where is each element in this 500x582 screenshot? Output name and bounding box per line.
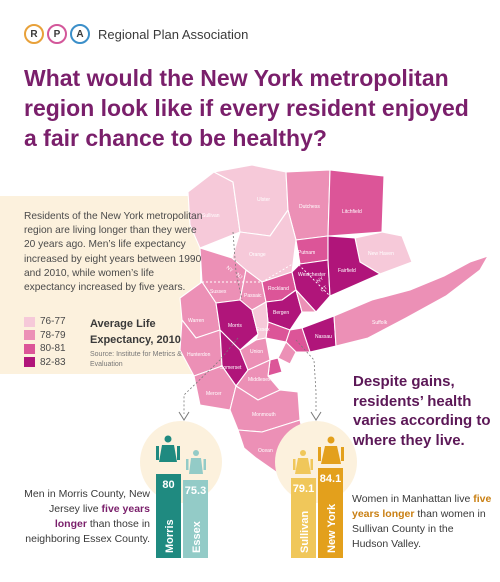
label-ocean: Ocean <box>258 448 273 454</box>
bar-value-newyork: 84.1 <box>320 473 341 485</box>
label-bergen: Bergen <box>273 310 289 316</box>
legend-swatch <box>24 357 35 368</box>
label-essex: Essex <box>256 327 270 333</box>
label-middlesex: Middlesex <box>248 377 271 383</box>
label-ulster: Ulster <box>257 197 270 203</box>
caption-right-highlight: five years longer <box>352 493 492 520</box>
legend-label: 80-81 <box>40 343 66 355</box>
state-borders <box>202 236 341 301</box>
county-shapes <box>179 164 489 477</box>
logo-letter-p: P <box>47 24 67 44</box>
intro-text: Residents of the New York metropolitan r… <box>24 211 203 294</box>
legend-source: Source: Institute for Metrics & Evaluati… <box>90 351 182 368</box>
page-title: What would the New York metropolitan reg… <box>24 65 469 151</box>
callout-text: Despite gains, residents’ health varies … <box>353 373 491 449</box>
caption-left-before: Men in Morris County, New Jersey live <box>24 488 150 515</box>
sullivan-newyork-caption: Women in Manhattan live five years longe… <box>352 492 492 552</box>
label-putnam: Putnam <box>298 250 315 256</box>
county-suffolk <box>333 255 489 347</box>
label-suffolk: Suffolk <box>372 320 388 326</box>
legend-item-82-83: 82-83 <box>24 356 66 370</box>
caption-right-before: Women in Manhattan live <box>352 493 471 505</box>
label-warren: Warren <box>188 318 204 324</box>
legend-label: 78-79 <box>40 329 66 341</box>
leader-lines <box>183 231 317 414</box>
state-label-nj: NJ <box>235 272 244 281</box>
bar-value-essex: 75.3 <box>185 485 206 497</box>
label-union: Union <box>250 349 263 355</box>
state-label-ny-2: NY <box>316 275 326 284</box>
legend-item-78-79: 78-79 <box>24 329 66 343</box>
sullivan-newyork-figure: 79.1 84.1 Sullivan New York <box>275 421 357 558</box>
rpa-logo[interactable]: R P A <box>24 24 90 44</box>
woman-icon-newyork <box>318 436 344 464</box>
legend-label: 76-77 <box>40 316 66 328</box>
state-labels: NY NJ NY CT <box>225 265 329 294</box>
bar-sullivan <box>291 478 316 558</box>
woman-icon-sullivan <box>293 450 313 474</box>
bar-name-morris: Morris <box>164 519 176 553</box>
org-name[interactable]: Regional Plan Association <box>98 27 249 42</box>
label-litchfield: Litchfield <box>342 209 362 215</box>
morris-essex-figure: 80 75.3 Morris Essex <box>140 421 222 558</box>
arrow-left <box>178 411 190 421</box>
man-icon-morris <box>156 435 180 462</box>
label-hunterdon: Hunterdon <box>187 352 211 358</box>
logo-letter-a: A <box>70 24 90 44</box>
legend: 76-77 78-79 80-81 82-83 <box>24 315 66 369</box>
caption-left-highlight: five years longer <box>54 503 150 530</box>
label-westchester: Westchester <box>298 272 326 278</box>
bar-value-morris: 80 <box>162 479 174 491</box>
state-label-ct: CT <box>320 285 329 294</box>
label-dutchess: Dutchess <box>299 204 320 210</box>
legend-swatch <box>24 343 35 354</box>
county-queens <box>285 327 311 353</box>
bar-newyork <box>318 468 343 558</box>
label-orange: Orange <box>249 252 266 258</box>
bar-value-sullivan: 79.1 <box>293 483 314 495</box>
label-sussex: Sussex <box>210 289 227 295</box>
label-mercer: Mercer <box>206 391 222 397</box>
state-label-ny-1: NY <box>225 265 235 274</box>
caption-right-after: than women in Sullivan County in the Hud… <box>352 508 486 550</box>
label-fairfield: Fairfield <box>338 268 356 274</box>
county-labels: Sullivan Ulster Dutchess Litchfield Oran… <box>187 197 394 454</box>
label-nassau: Nassau <box>315 334 332 340</box>
bar-essex <box>183 480 208 558</box>
morris-essex-caption: Men in Morris County, New Jersey live fi… <box>20 487 150 547</box>
legend-swatch <box>24 316 35 327</box>
legend-item-76-77: 76-77 <box>24 315 66 329</box>
man-icon-essex <box>186 450 206 474</box>
leader-morris-essex <box>183 337 239 414</box>
county-union <box>239 337 271 371</box>
arrow-right <box>310 411 322 421</box>
county-kings <box>277 341 297 365</box>
county-bronx <box>295 289 317 313</box>
label-somerset: Somerset <box>220 365 242 371</box>
leader-sullivan-ny <box>232 231 317 412</box>
legend-title: Average Life Expectancy, 2010 <box>90 318 181 346</box>
caption-left-after: than those in neighboring Essex County. <box>25 518 150 545</box>
label-morris: Morris <box>228 323 242 329</box>
bar-name-essex: Essex <box>191 520 203 553</box>
bar-name-newyork: New York <box>326 503 338 553</box>
label-passaic: Passaic <box>244 293 262 299</box>
legend-item-80-81: 80-81 <box>24 342 66 356</box>
label-monmouth: Monmouth <box>252 412 276 418</box>
bar-name-sullivan: Sullivan <box>299 511 311 553</box>
label-newhaven: New Haven <box>368 251 394 257</box>
label-sullivan: Sullivan <box>202 213 220 219</box>
bar-morris <box>156 474 181 558</box>
county-litchfield <box>327 169 385 237</box>
legend-swatch <box>24 330 35 341</box>
legend-label: 82-83 <box>40 356 66 368</box>
label-rockland: Rockland <box>268 286 289 292</box>
logo-letter-r: R <box>24 24 44 44</box>
